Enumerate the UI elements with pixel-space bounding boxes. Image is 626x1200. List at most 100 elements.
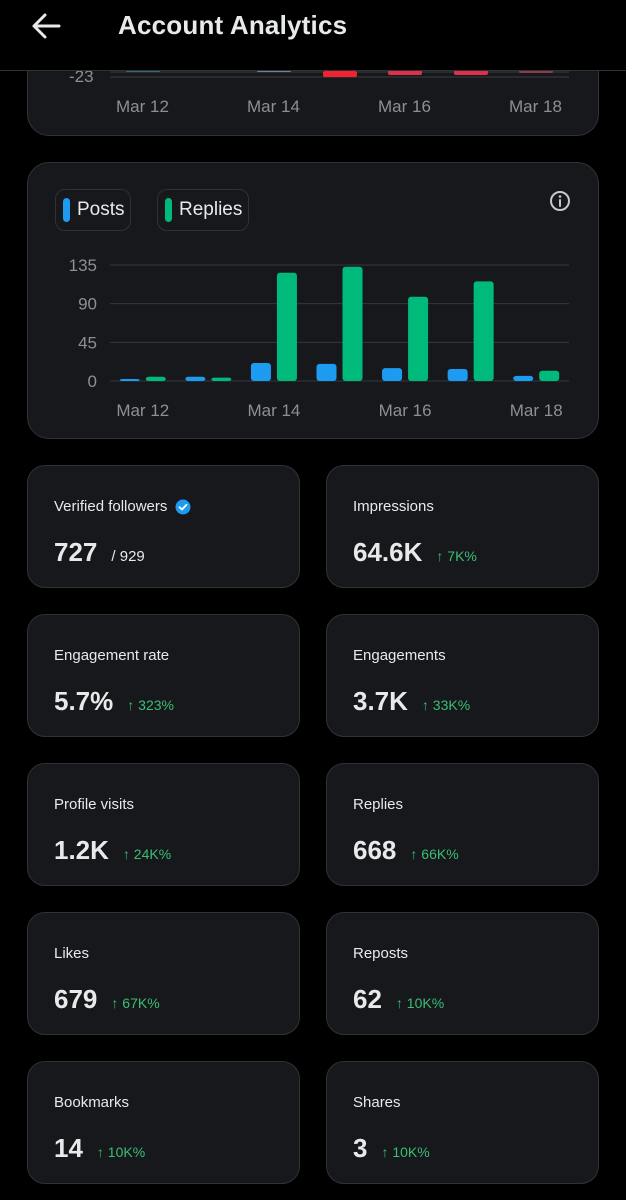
stat-label-text: Replies bbox=[353, 796, 404, 813]
stat-total: / 929 bbox=[111, 548, 145, 565]
bar-posts-0 bbox=[119, 379, 140, 381]
stat-label-text: Reposts bbox=[353, 945, 409, 962]
bar-posts-2 bbox=[250, 362, 271, 381]
stat-label: Impressions bbox=[353, 498, 434, 515]
stat-card-likes[interactable]: Likes 679 ↑ 67K% bbox=[27, 912, 300, 1035]
stat-value: 5.7% bbox=[54, 686, 114, 716]
bar-posts-1 bbox=[185, 376, 206, 381]
bar-posts-6 bbox=[513, 375, 534, 381]
bar-replies-2 bbox=[276, 272, 297, 381]
stat-change: ↑ 24K% bbox=[122, 846, 172, 862]
bar-replies-6 bbox=[539, 370, 560, 381]
stat-value-row: 14 ↑ 10K% bbox=[54, 1133, 145, 1164]
verified-badge-icon bbox=[175, 499, 191, 515]
posts-replies-chart-card: Posts Replies 135 90 45 0 Mar 12 Mar 14 Mar 16… bbox=[27, 162, 599, 439]
stat-value-row: 668 ↑ 66K% bbox=[353, 835, 459, 866]
legend-replies-label: Replies bbox=[179, 199, 243, 220]
y-tick-label: 90 bbox=[78, 295, 97, 314]
top-bar-mar17 bbox=[454, 70, 488, 75]
stat-label: Verified followers bbox=[54, 498, 191, 515]
x-tick-label: Mar 14 bbox=[247, 401, 300, 420]
stat-label: Shares bbox=[353, 1094, 401, 1111]
stat-label: Engagements bbox=[353, 647, 446, 664]
stat-value-row: 679 ↑ 67K% bbox=[54, 984, 160, 1015]
stat-label: Bookmarks bbox=[54, 1094, 129, 1111]
page-title: Account Analytics bbox=[118, 10, 348, 40]
top-y-tick: -23 bbox=[69, 67, 94, 86]
stat-change: ↑ 67K% bbox=[111, 995, 160, 1011]
x-tick-label: Mar 12 bbox=[116, 401, 169, 420]
stat-card-engagement-rate[interactable]: Engagement rate 5.7% ↑ 323% bbox=[27, 614, 300, 737]
stat-value-row: 1.2K ↑ 24K% bbox=[54, 835, 171, 866]
stat-value: 3 bbox=[353, 1133, 368, 1163]
stat-value: 668 bbox=[353, 835, 397, 865]
legend-posts-button[interactable]: Posts bbox=[55, 189, 131, 231]
stat-label: Likes bbox=[54, 945, 89, 962]
stat-card-engagements[interactable]: Engagements 3.7K ↑ 33K% bbox=[326, 614, 599, 737]
stat-card-bookmarks[interactable]: Bookmarks 14 ↑ 10K% bbox=[27, 1061, 300, 1184]
stat-label: Reposts bbox=[353, 945, 408, 962]
stat-card-profile-visits[interactable]: Profile visits 1.2K ↑ 24K% bbox=[27, 763, 300, 886]
y-tick-label: 45 bbox=[78, 333, 97, 352]
stat-value: 64.6K bbox=[353, 537, 423, 567]
stat-label: Replies bbox=[353, 796, 403, 813]
top-x-tick-2: Mar 16 bbox=[378, 97, 431, 116]
x-tick-label: Mar 16 bbox=[379, 401, 432, 420]
top-x-tick-1: Mar 14 bbox=[247, 97, 300, 116]
bar-replies-4 bbox=[408, 296, 429, 381]
legend-posts-label: Posts bbox=[77, 199, 125, 220]
top-x-tick-0: Mar 12 bbox=[116, 97, 169, 116]
stat-change: ↑ 66K% bbox=[410, 846, 459, 862]
stat-card-replies[interactable]: Replies 668 ↑ 66K% bbox=[326, 763, 599, 886]
stat-change: ↑ 33K% bbox=[421, 697, 471, 713]
stat-value-row: 3.7K ↑ 33K% bbox=[353, 686, 470, 717]
stat-card-shares[interactable]: Shares 3 ↑ 10K% bbox=[326, 1061, 599, 1184]
app-header: Account Analytics bbox=[0, 0, 626, 71]
stat-label-text: Shares bbox=[353, 1094, 401, 1111]
legend-replies-button[interactable]: Replies bbox=[157, 189, 249, 231]
stat-label-text: Likes bbox=[54, 945, 90, 962]
stat-value-row: 5.7% ↑ 323% bbox=[54, 686, 174, 717]
stat-change: ↑ 323% bbox=[127, 697, 174, 713]
stat-value: 727 bbox=[54, 537, 98, 567]
stat-change: ↑ 10K% bbox=[96, 1144, 146, 1160]
back-button[interactable] bbox=[26, 8, 66, 44]
info-button[interactable] bbox=[548, 189, 572, 213]
stat-value: 1.2K bbox=[54, 835, 109, 865]
stat-label-text: Verified followers bbox=[54, 498, 168, 515]
bar-replies-3 bbox=[342, 266, 363, 381]
stat-label-text: Impressions bbox=[353, 498, 434, 515]
stat-value-row: 64.6K ↑ 7K% bbox=[353, 537, 477, 568]
stat-value: 679 bbox=[54, 984, 98, 1014]
stat-change: ↑ 7K% bbox=[436, 548, 477, 564]
bar-posts-5 bbox=[447, 368, 468, 381]
stat-label: Profile visits bbox=[54, 796, 134, 813]
stat-value: 14 bbox=[54, 1133, 83, 1163]
stat-card-reposts[interactable]: Reposts 62 ↑ 10K% bbox=[326, 912, 599, 1035]
arrow-left-icon bbox=[32, 13, 61, 39]
bar-replies-0 bbox=[145, 376, 166, 381]
stat-value-row: 727 / 929 bbox=[54, 537, 145, 568]
bar-replies-5 bbox=[473, 281, 494, 381]
stat-change: ↑ 10K% bbox=[395, 995, 445, 1011]
stat-value-row: 62 ↑ 10K% bbox=[353, 984, 444, 1015]
bar-posts-3 bbox=[316, 363, 337, 381]
info-icon bbox=[550, 191, 570, 211]
top-bar-mar16 bbox=[388, 70, 422, 75]
x-tick-label: Mar 18 bbox=[510, 401, 563, 420]
stat-label-text: Engagements bbox=[353, 647, 446, 664]
stat-value: 62 bbox=[353, 984, 382, 1014]
stat-change: ↑ 10K% bbox=[381, 1144, 430, 1160]
bar-replies-1 bbox=[211, 377, 232, 381]
y-tick-label: 135 bbox=[69, 256, 97, 275]
replies-swatch bbox=[165, 198, 172, 222]
stat-card-verified-followers[interactable]: Verified followers 727 / 929 bbox=[27, 465, 300, 588]
posts-replies-plot: 135 90 45 0 Mar 12 Mar 14 Mar 16 Mar 18 bbox=[69, 256, 569, 420]
posts-swatch bbox=[63, 198, 70, 222]
stat-label: Engagement rate bbox=[54, 647, 169, 664]
stat-value-row: 3 ↑ 10K% bbox=[353, 1133, 430, 1164]
stat-label-text: Bookmarks bbox=[54, 1094, 130, 1111]
stat-label-text: Engagement rate bbox=[54, 647, 170, 664]
stat-card-impressions[interactable]: Impressions 64.6K ↑ 7K% bbox=[326, 465, 599, 588]
bar-posts-4 bbox=[382, 368, 403, 381]
